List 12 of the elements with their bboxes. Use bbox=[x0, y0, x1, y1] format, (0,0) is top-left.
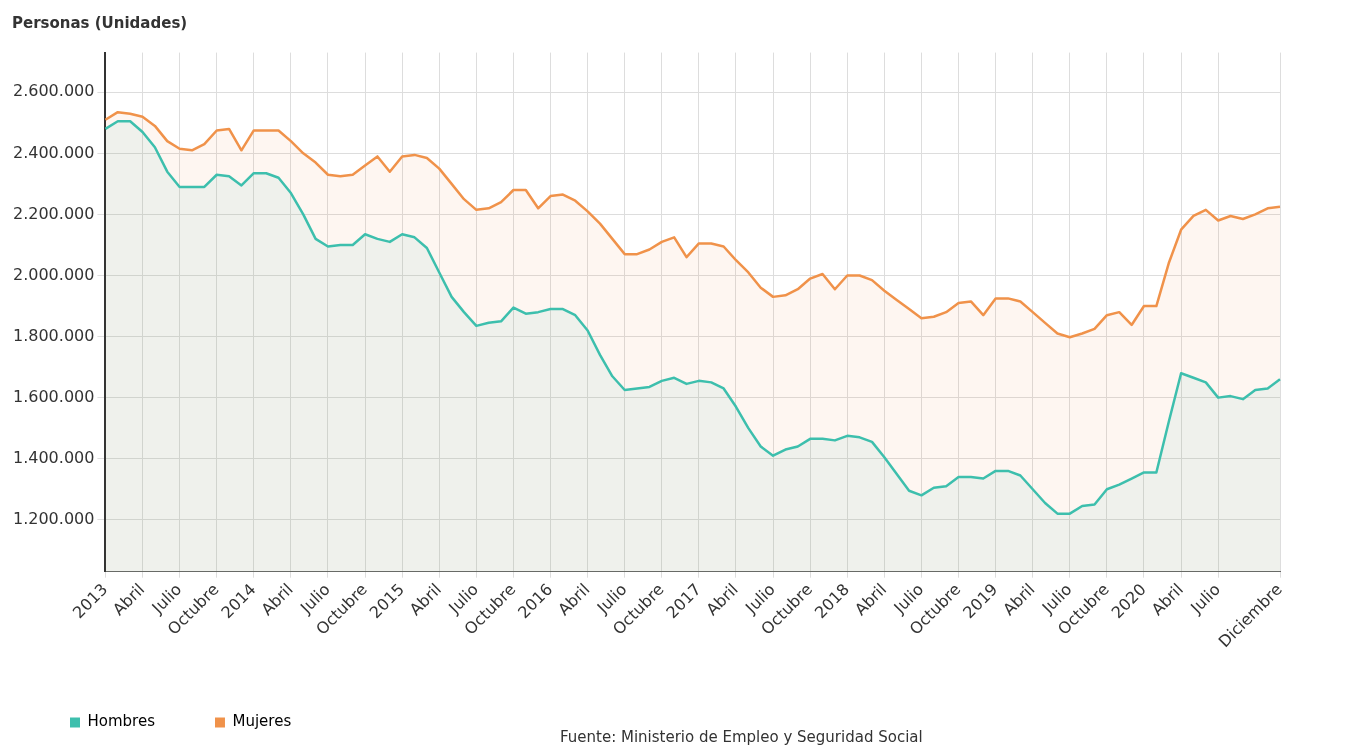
legend-label: Mujeres bbox=[232, 712, 292, 731]
y-tick-label: 1.600.000 bbox=[12, 386, 95, 406]
y-tick-label: 1.200.000 bbox=[12, 508, 95, 528]
source-note: Fuente: Ministerio de Empleo y Seguridad Social bbox=[560, 728, 923, 746]
y-axis-title: Personas (Unidades) bbox=[12, 14, 188, 32]
y-tick-label: 1.800.000 bbox=[12, 325, 95, 345]
y-tick-label: 1.400.000 bbox=[12, 447, 95, 467]
y-tick-label: 2.200.000 bbox=[12, 203, 95, 223]
legend-label: Hombres bbox=[87, 712, 156, 731]
y-tick-label: 2.000.000 bbox=[12, 264, 95, 284]
y-tick-label: 2.600.000 bbox=[12, 81, 95, 101]
y-tick-label: 2.400.000 bbox=[12, 142, 95, 162]
